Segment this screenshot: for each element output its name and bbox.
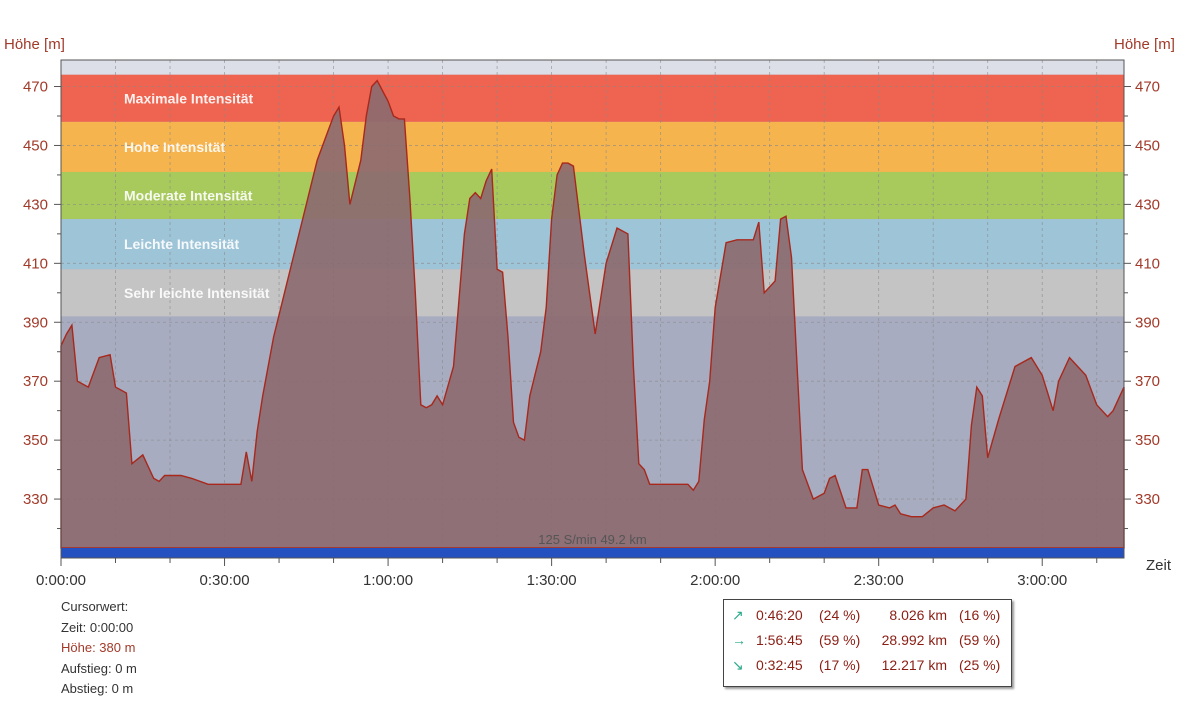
- stats-time: 0:32:45: [756, 657, 803, 673]
- intensity-zone-band: [61, 269, 1124, 317]
- y-tick-label-right: 410: [1135, 255, 1160, 272]
- plot-top-band: [61, 60, 1124, 75]
- right-arrow-icon: →: [732, 632, 746, 648]
- stats-time: 1:56:45: [756, 632, 803, 648]
- y-tick-label-right: 330: [1135, 491, 1160, 508]
- intensity-zone-label: Leichte Intensität: [124, 236, 239, 252]
- stats-distance: 28.992 km: [881, 632, 947, 648]
- y-tick-label-left: 470: [23, 79, 48, 96]
- elevation-area[interactable]: [60, 79, 1125, 549]
- x-tick-label: 1:00:00: [363, 572, 413, 589]
- plot-area[interactable]: Maximale Intensität Hohe Intensität Modera…: [60, 60, 1125, 558]
- intensity-zone-band: [61, 171, 1124, 220]
- cursor-descent: Abstieg: 0 m: [61, 681, 134, 696]
- stats-distance: 12.217 km: [881, 657, 947, 673]
- cursor-title: Cursorwert:: [61, 599, 129, 614]
- x-axis-title: Zeit: [1146, 557, 1172, 574]
- cursor-time: Zeit: 0:00:00: [61, 619, 134, 635]
- intensity-zone-band: [61, 121, 1124, 172]
- cursor-height: Höhe: 380 m: [61, 640, 136, 655]
- stats-time-pct: (17 %): [819, 657, 861, 673]
- x-tick-label: 1:30:00: [527, 572, 577, 589]
- plot-frame: [60, 59, 1125, 559]
- intensity-zone-label: Moderate Intensität: [124, 188, 253, 204]
- stats-row-uphill: ↗ 0:46:20 (24 %) 8.026 km (16 %): [724, 604, 1011, 626]
- y-tick-label-right: 430: [1135, 196, 1160, 213]
- up-arrow-icon: ↗: [732, 607, 744, 623]
- x-tick-label: 0:30:00: [200, 572, 250, 589]
- cursor-ascent: Aufstieg: 0 m: [61, 660, 137, 676]
- stats-distance: 8.026 km: [889, 607, 947, 623]
- y-axis-title-left: Höhe [m]: [4, 36, 65, 53]
- y-tick-label-right: 350: [1135, 432, 1160, 449]
- elevation-chart: Maximale Intensität Hohe Intensität Modera…: [23, 59, 1160, 589]
- intensity-zone-band: [61, 219, 1124, 270]
- y-tick-label-left: 330: [23, 491, 48, 508]
- x-tick-label: 2:30:00: [854, 572, 904, 589]
- y-tick-label-left: 450: [23, 137, 48, 154]
- y-tick-label-left: 410: [23, 255, 48, 272]
- y-tick-label-right: 370: [1135, 373, 1160, 390]
- x-tick-label: 0:00:00: [36, 572, 86, 589]
- stats-distance-pct: (16 %): [959, 607, 1001, 623]
- bottom-bar: [61, 548, 1124, 558]
- intensity-zone-band: [61, 74, 1124, 122]
- down-arrow-icon: ↘: [732, 657, 744, 673]
- stats-row-downhill: ↘ 0:32:45 (17 %) 12.217 km (25 %): [724, 654, 1011, 676]
- y-tick-label-left: 390: [23, 314, 48, 331]
- stats-time-pct: (59 %): [819, 632, 861, 648]
- intensity-zone-label: Hohe Intensität: [124, 139, 225, 155]
- axes: 330 330 350 350 370 370 390 390 410 410 430 430 450 4…: [23, 59, 1160, 589]
- stats-time-pct: (24 %): [819, 607, 861, 623]
- y-tick-label-right: 470: [1135, 79, 1160, 96]
- gradient-stats-box: ↗ 0:46:20 (24 %) 8.026 km (16 %) → 1:56:…: [723, 599, 1012, 687]
- stats-time: 0:46:20: [756, 607, 803, 623]
- y-axis-title-right: Höhe [m]: [1114, 36, 1175, 53]
- x-tick-label: 3:00:00: [1017, 572, 1067, 589]
- cursor-value-panel: Cursorwert: Zeit: 0:00:00 Höhe: 380 m Au…: [61, 597, 137, 700]
- y-tick-label-left: 370: [23, 373, 48, 390]
- y-tick-label-right: 450: [1135, 137, 1160, 154]
- bottom-info-label: 125 S/min 49.2 km: [538, 532, 646, 547]
- intensity-zone-label: Maximale Intensität: [124, 90, 253, 106]
- x-tick-label: 2:00:00: [690, 572, 740, 589]
- stats-distance-pct: (59 %): [959, 632, 1001, 648]
- y-tick-label-right: 390: [1135, 314, 1160, 331]
- y-tick-label-left: 350: [23, 432, 48, 449]
- stats-row-flat: → 1:56:45 (59 %) 28.992 km (59 %): [724, 629, 1011, 651]
- y-tick-label-left: 430: [23, 196, 48, 213]
- stats-distance-pct: (25 %): [959, 657, 1001, 673]
- intensity-zone-label: Sehr leichte Intensität: [124, 285, 270, 301]
